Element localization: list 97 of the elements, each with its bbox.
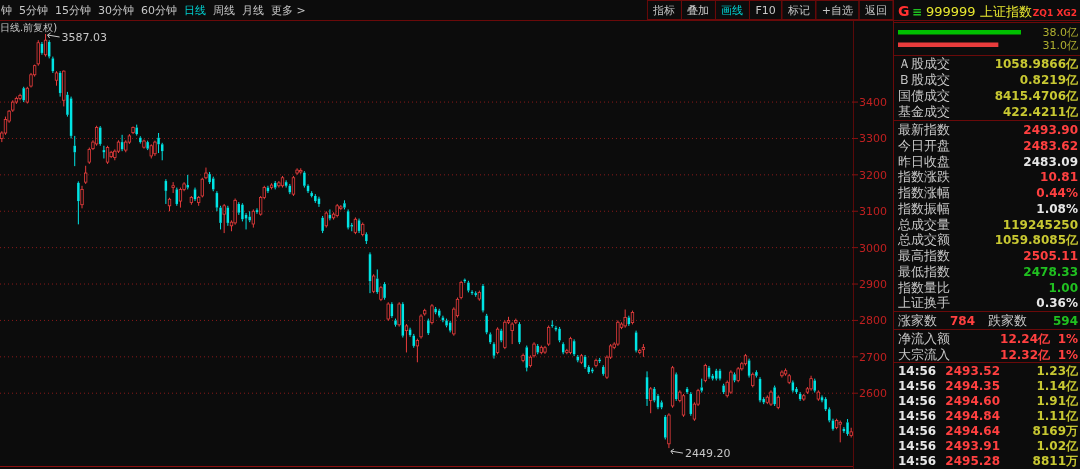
text: 14:56: [898, 394, 937, 408]
text: 上证换手: [898, 295, 950, 311]
y-tick-label: 3000: [859, 241, 887, 255]
text: 指数涨跌: [898, 169, 950, 185]
text: 最低指数: [898, 263, 950, 279]
text: 2494.64: [945, 424, 1000, 438]
text: 最高指数: [898, 248, 950, 263]
text: 叠加: [687, 4, 710, 17]
data-label: 31.0亿: [1042, 38, 1078, 52]
text: F10: [755, 4, 776, 17]
text: 2483.09: [1023, 154, 1078, 169]
text: 2505.11: [1023, 249, 1078, 263]
text: 最新指数: [898, 122, 950, 137]
text: 基金成交: [898, 104, 950, 119]
text: 净流入额: [898, 331, 950, 346]
text: 1.91亿: [1036, 394, 1078, 408]
y-tick-label: 2600: [859, 387, 887, 401]
text: Ａ股成交: [898, 56, 950, 71]
text: 119245250: [1002, 217, 1078, 232]
text: 0.8219亿: [1019, 73, 1078, 87]
y-tick-label: 3400: [859, 96, 887, 110]
text: 1058.9866亿: [994, 57, 1078, 71]
text: 周线: [213, 4, 235, 17]
text: 大宗流入: [898, 346, 950, 362]
data-label: 38.0亿: [1042, 26, 1078, 39]
text: 15分钟: [55, 4, 91, 17]
text: 今日开盘: [898, 137, 950, 153]
text: 指数量比: [898, 279, 950, 295]
text: 14:56: [898, 409, 937, 423]
text: 1.00: [1048, 280, 1078, 295]
annotation: 3587.03: [61, 31, 108, 44]
text: 标记: [787, 4, 810, 17]
text: 14:56: [898, 364, 937, 378]
y-tick-label: 3200: [859, 168, 887, 182]
text: 2493.52: [945, 364, 1000, 378]
text: 784: [949, 314, 975, 328]
text: 14:56: [898, 439, 937, 453]
y-tick-label: 2800: [859, 314, 887, 328]
text: 2493.90: [1023, 123, 1078, 137]
text: 返回: [865, 4, 887, 17]
text: 1%: [1057, 332, 1078, 346]
text: 8169万: [1032, 424, 1078, 438]
y-tick-label: 2900: [859, 278, 887, 292]
text: 2494.60: [945, 394, 1000, 408]
text: 画线: [721, 4, 744, 17]
text: 钟: [1, 4, 12, 17]
text: 12.32亿: [1000, 347, 1050, 362]
text: 5分钟: [19, 4, 48, 17]
chart-title: 日线.前复权): [0, 22, 58, 33]
text: 14:56: [898, 379, 937, 393]
text: 2495.28: [945, 454, 1000, 468]
annotation: 2449.20: [684, 447, 731, 461]
text: 2493.91: [945, 439, 1000, 453]
text: 422.4211亿: [1002, 105, 1078, 119]
text: 14:56: [898, 454, 937, 468]
text: 日线: [184, 4, 206, 17]
text: ≡: [912, 5, 923, 19]
text: 30分钟: [98, 4, 134, 17]
text: 0.44%: [1036, 186, 1078, 200]
text: 总成交额: [898, 232, 950, 248]
text: ZQ1 XG2: [1032, 8, 1077, 18]
text: 昨日收盘: [898, 153, 950, 169]
text: 1.23亿: [1036, 364, 1078, 378]
text: 2483.62: [1023, 138, 1078, 153]
text: 涨家数: [898, 313, 937, 328]
text: 指数涨幅: [898, 185, 950, 200]
text: 12.24亿: [1000, 332, 1050, 346]
text: 8811万: [1032, 454, 1078, 468]
text: 1.02亿: [1036, 439, 1078, 453]
text: 指数振幅: [898, 200, 950, 216]
text: 8415.4706亿: [994, 89, 1078, 103]
text: 月线: [242, 4, 264, 17]
text: 14:56: [898, 424, 937, 438]
text: 总成交量: [898, 216, 950, 232]
text: 999999 上证指数: [926, 4, 1032, 19]
text: 2494.35: [945, 379, 1000, 393]
text: 跌家数: [988, 313, 1027, 328]
y-tick-label: 3300: [859, 132, 887, 146]
text: 1.14亿: [1036, 379, 1078, 393]
text: 60分钟: [141, 4, 177, 17]
text: 2494.84: [945, 409, 1000, 423]
text: Ｂ股成交: [898, 72, 950, 87]
text: 指标: [653, 4, 676, 17]
text: 594: [1052, 314, 1078, 328]
text: 0.36%: [1036, 296, 1078, 311]
text: 1.11亿: [1036, 409, 1078, 423]
text: 2478.33: [1023, 264, 1078, 279]
text: 1059.8085亿: [994, 233, 1078, 248]
y-tick-label: 3100: [859, 205, 887, 219]
text: 更多 >: [271, 4, 306, 17]
y-tick-label: 2700: [859, 350, 887, 364]
text: 10.81: [1040, 170, 1078, 185]
text: +自选: [821, 4, 853, 17]
text: 1%: [1057, 347, 1078, 362]
text: 国债成交: [898, 88, 950, 103]
text: G: [898, 3, 910, 19]
text: 1.08%: [1036, 201, 1078, 216]
